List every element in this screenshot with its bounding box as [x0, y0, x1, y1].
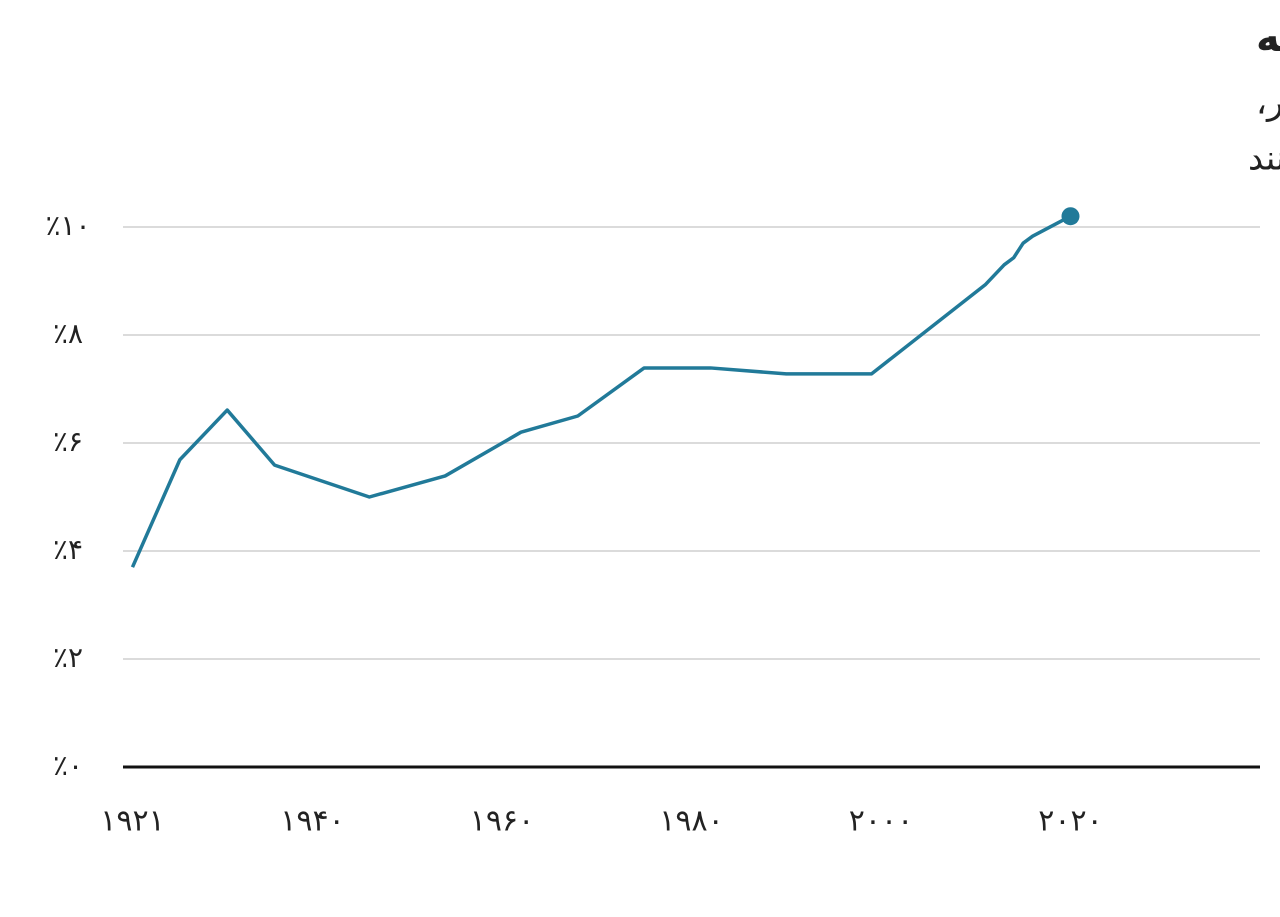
line [130, 214, 1072, 568]
x-tick-label: ۲۰۲۰ [1038, 804, 1102, 839]
x-tick-label: ۱۹۸۰ [659, 804, 723, 839]
x-tick-label: ۱۹۶۰ [470, 804, 534, 839]
y-tick-label: ٪۶ [53, 425, 83, 458]
chart-title: جمعیت مهاجر فرانسه [1256, 15, 1280, 61]
x-tick-label: ۲۰۰۰ [849, 804, 913, 839]
chart-subtitle: درصد جمعیت متولد شده به عنوان یک خارجی د… [1256, 83, 1280, 123]
y-tick-label: ٪۰ [53, 749, 83, 782]
y-tick-label: ٪۲ [53, 641, 83, 674]
y-tick-label: ٪۱۰ [45, 209, 90, 242]
x-tick-label: ۱۹۴۰ [280, 804, 344, 839]
chart-subtitle: که هم اکنون در فرانسه ساکنند [1248, 139, 1280, 179]
y-tick-label: ٪۴ [53, 533, 83, 566]
y-tick-label: ٪۸ [53, 317, 83, 350]
end-point [1061, 207, 1080, 226]
x-tick-label: ۱۹۲۱ [100, 804, 164, 839]
